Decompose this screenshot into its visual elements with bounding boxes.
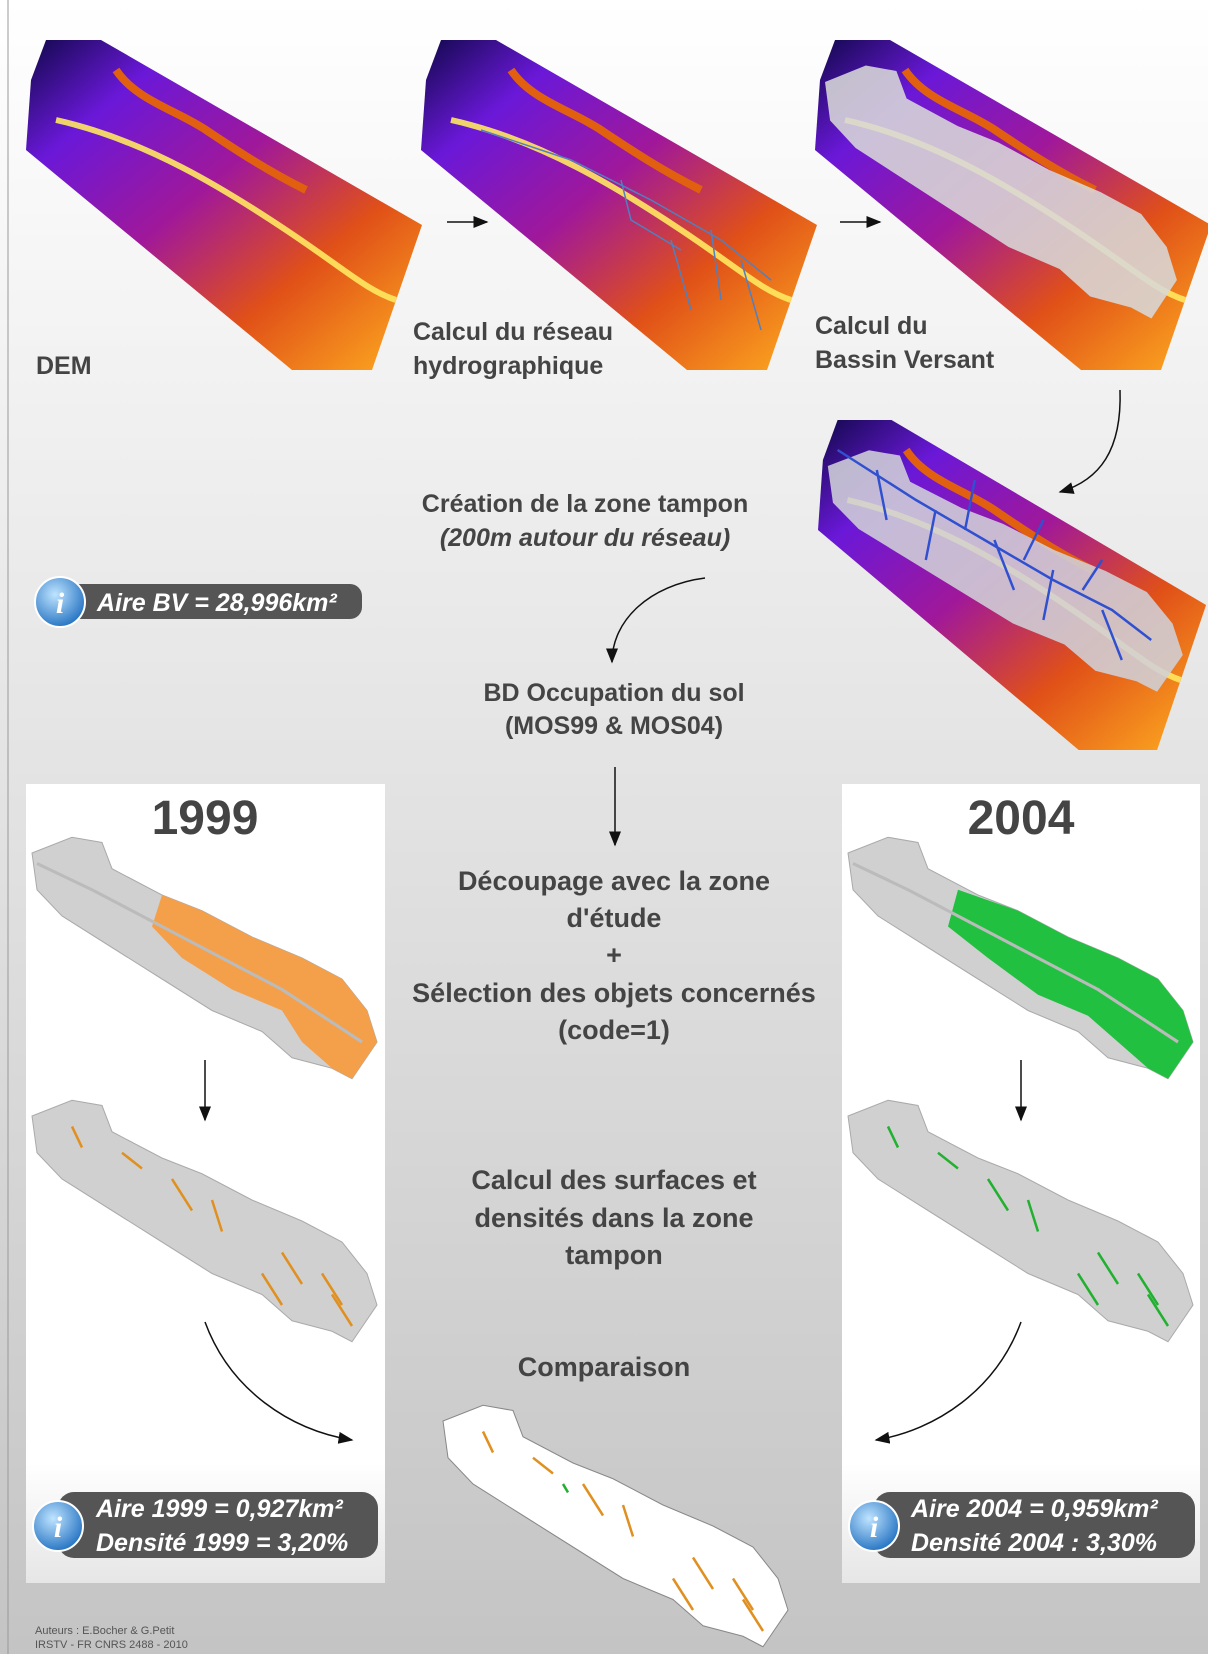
buffer-1999 [31, 1099, 378, 1343]
step-label: Calcul des surfaces et [471, 1165, 756, 1195]
info-text: Aire 1999 = 0,927km² [95, 1495, 343, 1523]
shape [58, 1492, 378, 1558]
shape [32, 1500, 84, 1552]
year: 1999 [152, 792, 259, 845]
year: 2004 [968, 792, 1075, 845]
shape [60, 584, 362, 619]
step-label: + [606, 940, 622, 970]
credits: Auteurs : E.Bocher & G.Petit [35, 1625, 174, 1637]
shape [836, 448, 1152, 661]
step-label: Sélection des objets concernés [412, 978, 816, 1008]
shape [852, 862, 1179, 1044]
shape: i [56, 587, 65, 620]
shape [36, 862, 363, 1044]
info-text: Aire 2004 = 0,959km² [910, 1495, 1158, 1523]
step-label: (MOS99 & MOS04) [505, 712, 723, 740]
step-label: Découpage avec la zone [458, 866, 770, 896]
step-label: Comparaison [518, 1352, 691, 1382]
arrow [1058, 389, 1121, 494]
network-map [421, 40, 817, 370]
shape [34, 576, 86, 628]
step-label: Bassin Versant [815, 346, 995, 374]
arrow [874, 1321, 1022, 1444]
shape [481, 1430, 765, 1632]
step-label: hydrographique [413, 352, 603, 380]
info-badge: i Aire 2004 = 0,959km² Densité 2004 : 3,… [848, 1492, 1195, 1558]
step-label: densités dans la zone [474, 1203, 753, 1233]
buffer-2004 [847, 1099, 1194, 1343]
shape [948, 889, 1193, 1079]
shape [874, 1492, 1195, 1558]
credits: IRSTV - FR CNRS 2488 - 2010 [35, 1639, 188, 1651]
shape [848, 1500, 900, 1552]
step-label: Création de la zone tampon [422, 490, 748, 518]
info-text: Densité 1999 = 3,20% [96, 1529, 348, 1557]
info-badge: i Aire BV = 28,996km² [34, 576, 362, 628]
landuse-2004 [847, 836, 1194, 1080]
shape [886, 1125, 1170, 1327]
step-label: (200m autour du réseau) [440, 524, 730, 552]
step-label: BD Occupation du sol [483, 679, 744, 707]
arrow [606, 577, 706, 664]
buffer-map [818, 420, 1206, 750]
arrow [204, 1321, 354, 1444]
shape: i [870, 1511, 879, 1544]
step-label: DEM [36, 352, 92, 380]
comparison-map [442, 1404, 789, 1648]
step-label: d'étude [567, 903, 662, 933]
step-label: Calcul du [815, 312, 928, 340]
shape: i [54, 1511, 63, 1544]
info-badge: i Aire 1999 = 0,927km² Densité 1999 = 3,… [32, 1492, 378, 1558]
shape [70, 1125, 354, 1327]
shape [480, 129, 772, 331]
shape [152, 895, 377, 1079]
step-label: tampon [565, 1240, 663, 1270]
info-text: Aire BV = 28,996km² [96, 589, 337, 617]
step-label: Calcul du réseau [413, 318, 613, 346]
shape [561, 1483, 570, 1494]
landuse-1999 [31, 836, 378, 1080]
info-text: Densité 2004 : 3,30% [911, 1529, 1157, 1557]
step-label: (code=1) [558, 1015, 670, 1045]
